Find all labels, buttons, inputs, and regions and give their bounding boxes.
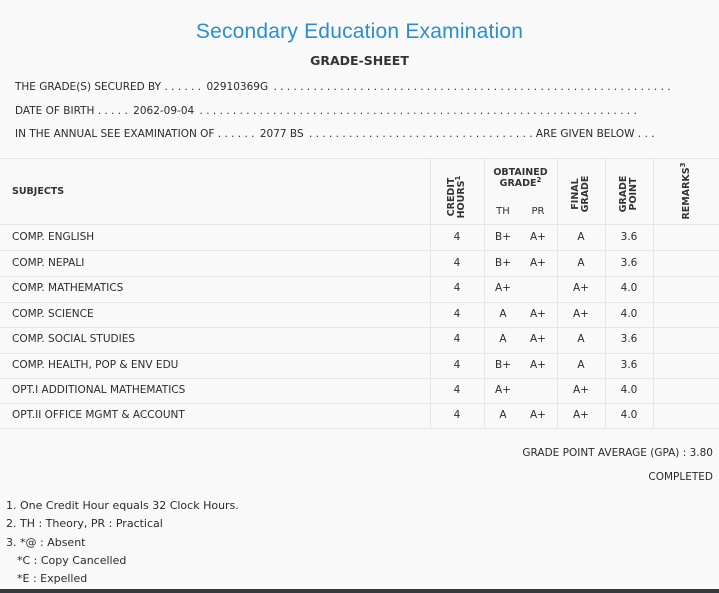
grade-th: A	[499, 333, 507, 345]
footnote-3-expelled: *E : Expelled	[17, 572, 88, 585]
grade-pr: A+	[530, 359, 546, 371]
grade-pr: A+	[530, 409, 546, 421]
subject-name: COMP. SCIENCE	[12, 308, 94, 320]
grade-th: A	[499, 308, 507, 320]
grade-point: 3.6	[620, 257, 638, 269]
header-final-grade: FINAL GRADE	[570, 165, 591, 223]
final-grade: A	[577, 257, 585, 269]
footnote-1: 1. One Credit Hour equals 32 Clock Hours…	[6, 499, 239, 512]
row-divider	[0, 378, 719, 379]
credit-hours: 4	[453, 308, 461, 320]
completion-status: COMPLETED	[648, 471, 713, 483]
credit-hours: 4	[453, 384, 461, 396]
info-dob: DATE OF BIRTH . . . . . 2062-09-04 . . .…	[15, 105, 637, 117]
secured-by-label: THE GRADE(S) SECURED BY . . . . . .	[15, 81, 202, 93]
column-divider	[484, 158, 485, 428]
page-title: Secondary Education Examination	[195, 20, 524, 43]
header-grade-point: GRADE POINT	[618, 165, 639, 223]
dob-value: 2062-09-04	[133, 105, 195, 117]
header-remarks: REMARKS3	[678, 162, 692, 220]
gpa-summary: GRADE POINT AVERAGE (GPA) : 3.80	[522, 447, 713, 459]
final-grade: A	[577, 333, 585, 345]
header-credit-hours: CREDIT HOURS1	[446, 168, 467, 226]
final-grade: A+	[573, 384, 589, 396]
final-grade: A+	[573, 308, 589, 320]
row-divider	[0, 353, 719, 354]
dob-label: DATE OF BIRTH . . . . .	[15, 105, 128, 117]
grade-point: 3.6	[620, 359, 638, 371]
header-subjects: SUBJECTS	[12, 186, 65, 197]
row-divider	[0, 250, 719, 251]
credit-hours: 4	[453, 231, 461, 243]
grade-point: 4.0	[620, 409, 638, 421]
header-obtained-grade: OBTAINED GRADE2	[484, 167, 557, 189]
credit-hours: 4	[453, 257, 461, 269]
subject-name: COMP. HEALTH, POP & ENV EDU	[12, 359, 179, 371]
credit-hours: 4	[453, 359, 461, 371]
final-grade: A	[577, 231, 585, 243]
table-border-top	[0, 158, 719, 159]
table-border-bottom	[0, 428, 719, 429]
row-divider	[0, 327, 719, 328]
header-pr: PR	[531, 206, 545, 217]
footnote-2-marker: 2	[536, 175, 542, 184]
grade-point: 4.0	[620, 308, 638, 320]
credit-hours: 4	[453, 282, 461, 294]
info-exam: IN THE ANNUAL SEE EXAMINATION OF . . . .…	[15, 128, 655, 140]
exam-dots: . . . . . . . . . . . . . . . . . . . . …	[308, 128, 655, 140]
grade-pr: A+	[530, 308, 546, 320]
table-header-divider	[0, 224, 719, 225]
header-obtained-line2: GRADE2	[499, 175, 542, 189]
subject-name: COMP. ENGLISH	[12, 231, 95, 243]
header-obtained-line1: OBTAINED	[493, 167, 548, 178]
grade-th: A	[499, 409, 507, 421]
header-th: TH	[496, 206, 510, 217]
bottom-bar	[0, 589, 719, 593]
exam-label: IN THE ANNUAL SEE EXAMINATION OF . . . .…	[15, 128, 255, 140]
secured-by-dots: . . . . . . . . . . . . . . . . . . . . …	[273, 81, 671, 93]
subject-name: OPT.I ADDITIONAL MATHEMATICS	[12, 384, 186, 396]
grade-pr: A+	[530, 257, 546, 269]
grade-point: 3.6	[620, 231, 638, 243]
subject-name: COMP. SOCIAL STUDIES	[12, 333, 136, 345]
grade-th: B+	[494, 359, 511, 371]
final-grade: A+	[573, 282, 589, 294]
grade-th: A+	[495, 384, 511, 396]
row-divider	[0, 302, 719, 303]
footnote-3-copy-cancelled: *C : Copy Cancelled	[17, 554, 127, 567]
credit-hours: 4	[453, 333, 461, 345]
column-divider	[605, 158, 606, 428]
footnote-3: 3. *@ : Absent	[6, 536, 86, 549]
final-grade: A	[577, 359, 585, 371]
header-credit-line2: HOURS1	[453, 175, 467, 219]
footnote-3-marker: 3	[678, 162, 687, 168]
grade-th: B+	[494, 257, 511, 269]
footnote-2: 2. TH : Theory, PR : Practical	[6, 517, 163, 530]
grade-point: 3.6	[620, 333, 638, 345]
row-divider	[0, 403, 719, 404]
info-secured-by: THE GRADE(S) SECURED BY . . . . . . 0291…	[15, 81, 671, 93]
column-divider	[430, 158, 431, 428]
header-final-line2: GRADE	[580, 175, 591, 213]
row-divider	[0, 276, 719, 277]
grade-pr: A+	[530, 231, 546, 243]
grade-th: A+	[495, 282, 511, 294]
footnote-1-marker: 1	[453, 175, 462, 181]
column-divider	[557, 158, 558, 428]
grade-point: 4.0	[620, 384, 638, 396]
page-subtitle: GRADE-SHEET	[310, 53, 409, 68]
subject-name: OPT.II OFFICE MGMT & ACCOUNT	[12, 409, 185, 421]
exam-year: 2077 BS	[259, 128, 304, 140]
column-divider	[653, 158, 654, 428]
credit-hours: 4	[453, 409, 461, 421]
dob-dots: . . . . . . . . . . . . . . . . . . . . …	[199, 105, 637, 117]
symbol-number: 02910369G	[206, 81, 269, 93]
grade-point: 4.0	[620, 282, 638, 294]
subject-name: COMP. NEPALI	[12, 257, 85, 269]
header-gp-line2: POINT	[628, 177, 639, 211]
grade-pr: A+	[530, 333, 546, 345]
final-grade: A+	[573, 409, 589, 421]
grade-th: B+	[494, 231, 511, 243]
subject-name: COMP. MATHEMATICS	[12, 282, 124, 294]
